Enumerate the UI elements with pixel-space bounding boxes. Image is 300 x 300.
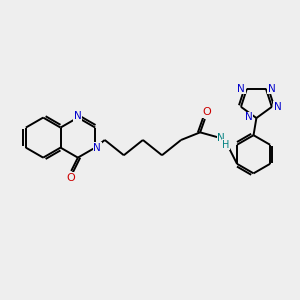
Text: N: N (274, 102, 281, 112)
Text: N: N (245, 112, 253, 122)
Text: N: N (217, 133, 225, 143)
Text: O: O (202, 107, 211, 117)
Text: N: N (237, 84, 245, 94)
Text: N: N (93, 142, 101, 153)
Text: O: O (67, 173, 76, 183)
Text: N: N (268, 84, 275, 94)
Text: H: H (222, 140, 230, 150)
Text: N: N (74, 111, 82, 121)
